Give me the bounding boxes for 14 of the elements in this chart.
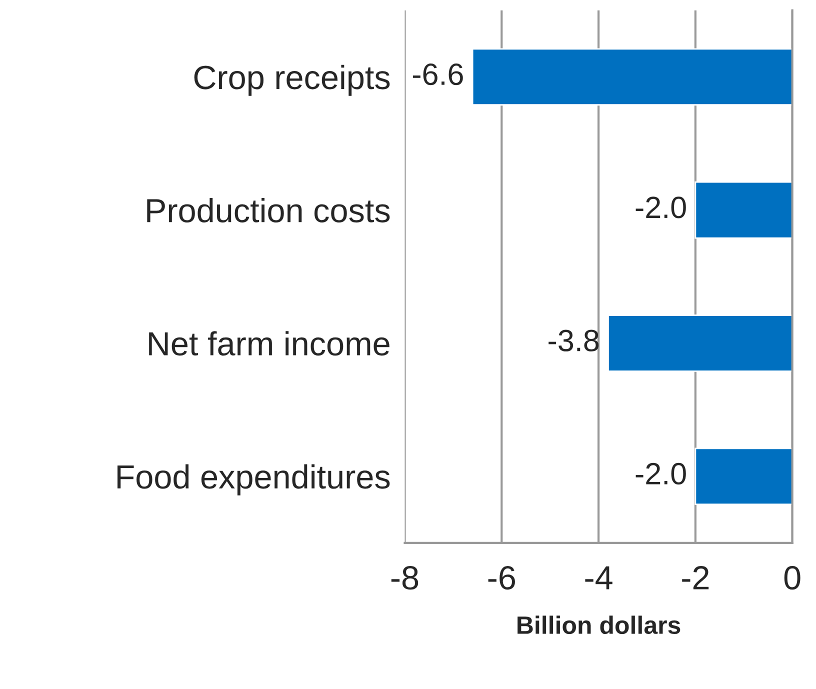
data-label: -6.6 <box>412 63 463 86</box>
x-tick-label: -8 <box>391 566 418 590</box>
data-label: -2.0 <box>636 196 686 218</box>
x-tick-label: -6 <box>488 566 515 590</box>
y-tick-label: Crop receipts <box>194 64 390 96</box>
x-axis-title: Billion dollars <box>518 616 680 634</box>
data-label: -3.8 <box>548 330 599 352</box>
data-label: -2.0 <box>636 462 686 485</box>
x-tick-label: 0 <box>784 566 800 590</box>
y-tick-label: Production costs <box>147 198 390 222</box>
y-tick-label: Food expenditures <box>118 464 390 496</box>
y-tick-label: Net farm income <box>149 331 390 356</box>
x-tick-label: -4 <box>585 566 612 590</box>
x-tick-label: -2 <box>682 566 709 590</box>
